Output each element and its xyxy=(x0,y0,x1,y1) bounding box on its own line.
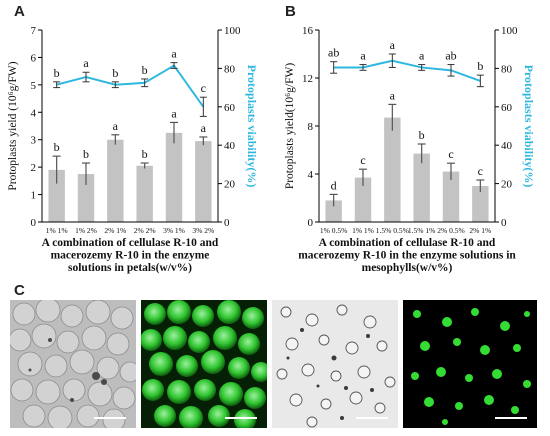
x-axis-label-line: A combination of cellulase R-10 and xyxy=(319,237,496,249)
bar-significance-label: b xyxy=(83,147,89,161)
y2-tick-label: 20 xyxy=(224,179,236,191)
bar-4 xyxy=(442,171,460,222)
bar-significance-label: a xyxy=(390,88,396,102)
bar-0 xyxy=(48,169,65,222)
y2-tick-label: 40 xyxy=(224,140,236,152)
bar-significance-label: b xyxy=(54,140,60,154)
bar-significance-label: a xyxy=(171,106,177,120)
x-axis-label-line: mesophylls(w/v%) xyxy=(362,262,453,274)
line-significance-label: a xyxy=(171,47,177,61)
y2-axis-label: Protoplasts viability(%) xyxy=(245,65,259,188)
x-tick-label: 1.5% 1% xyxy=(408,226,436,235)
micrograph-petal-fluorescence xyxy=(141,300,267,428)
line-significance-label: b xyxy=(142,63,148,77)
y-tick-label: 0 xyxy=(31,217,37,229)
line-significance-label: a xyxy=(390,38,396,52)
x-tick-label: 3% 1% xyxy=(163,226,185,235)
y-tick-label: 4 xyxy=(308,169,314,181)
micrograph-petal-brightfield xyxy=(10,300,136,428)
x-tick-label: 1% 1% xyxy=(352,226,374,235)
bar-5 xyxy=(195,141,212,222)
panel-label-c: C xyxy=(14,282,25,299)
line-significance-label: a xyxy=(360,49,366,63)
bar-significance-label: b xyxy=(419,128,425,142)
x-tick-label: 2% 0.5% xyxy=(437,226,465,235)
x-tick-label: 1.5% 0.5% xyxy=(376,226,409,235)
y-tick-label: 5 xyxy=(31,80,37,92)
bar-significance-label: b xyxy=(142,147,148,161)
x-axis-label-line: solutions in petals(w/v%) xyxy=(68,262,192,274)
y2-tick-label: 0 xyxy=(224,217,230,229)
bar-3 xyxy=(413,153,430,222)
viability-line xyxy=(56,64,205,108)
y-tick-label: 6 xyxy=(31,52,37,64)
y2-tick-label: 60 xyxy=(501,102,513,114)
x-tick-label: 1% 0.5% xyxy=(320,226,348,235)
bar-0 xyxy=(325,200,342,222)
viability-line xyxy=(333,59,481,82)
y2-tick-label: 20 xyxy=(501,179,513,191)
x-axis-label-line: macerozemy R-10 in the enzyme solutions … xyxy=(298,250,516,262)
x-tick-label: 2% 2% xyxy=(134,226,156,235)
y-tick-label: 4 xyxy=(31,107,37,119)
bar-significance-label: c xyxy=(478,164,483,178)
line-significance-label: a xyxy=(83,56,89,70)
line-significance-label: b xyxy=(112,66,118,80)
y-tick-label: 8 xyxy=(308,121,314,133)
x-axis-label-line: macerozemy R-10 in the enzyme xyxy=(51,250,210,262)
x-axis-label: A combination of cellulase R-10 and macer… xyxy=(298,237,516,274)
x-tick-label: 1% 2% xyxy=(75,226,97,235)
panel-label-a: A xyxy=(14,3,25,20)
y2-tick-label: 40 xyxy=(501,140,513,152)
y-tick-label: 16 xyxy=(302,25,314,37)
x-axis-label-line: A combination of cellulase R-10 and xyxy=(42,237,219,249)
y2-tick-label: 60 xyxy=(224,102,236,114)
x-tick-label: 2% 1% xyxy=(104,226,126,235)
y2-tick-label: 0 xyxy=(501,217,507,229)
bar-significance-label: d xyxy=(331,178,337,192)
bar-1 xyxy=(77,174,95,222)
y-tick-label: 0 xyxy=(308,217,314,229)
line-significance-label: b xyxy=(477,59,483,73)
bar-2 xyxy=(384,117,401,222)
bar-1 xyxy=(354,177,372,222)
bar-2 xyxy=(107,139,124,222)
y-axis-label: Protoplasts yield(10⁶g/FW) xyxy=(284,63,296,190)
bar-significance-label: c xyxy=(360,153,365,167)
line-significance-label: c xyxy=(201,81,206,95)
line-significance-label: ab xyxy=(328,46,339,60)
y-tick-label: 12 xyxy=(302,73,313,85)
x-tick-label: 3% 2% xyxy=(192,226,214,235)
y-tick-label: 7 xyxy=(31,25,37,37)
chart-a: b b a b a a b a b b a c 0 1 2 3 4 5 6 7 0 20 40 60 80 100 1% 1% 1% … xyxy=(7,25,259,274)
y-axis-label: Protoplasts yield (10⁶g/FW) xyxy=(7,61,19,190)
y2-tick-label: 80 xyxy=(224,63,236,75)
line-significance-label: b xyxy=(54,66,60,80)
bar-4 xyxy=(165,132,183,222)
y2-axis-label: Protoplasts viability(%) xyxy=(522,65,536,188)
micrograph-mesophyll-fluorescence xyxy=(403,300,537,428)
y-tick-label: 2 xyxy=(31,162,37,174)
y-tick-label: 1 xyxy=(31,190,37,202)
bar-significance-label: a xyxy=(201,121,207,135)
micrograph-mesophyll-brightfield xyxy=(272,300,398,428)
bar-significance-label: a xyxy=(113,119,119,133)
y2-tick-label: 100 xyxy=(501,25,518,37)
x-tick-label: 1% 1% xyxy=(46,226,68,235)
bar-significance-label: c xyxy=(448,147,453,161)
y2-tick-label: 100 xyxy=(224,25,241,37)
x-tick-label: 2% 1% xyxy=(469,226,491,235)
line-significance-label: a xyxy=(419,49,425,63)
y2-tick-label: 80 xyxy=(501,63,513,75)
x-axis-label: A combination of cellulase R-10 and macer… xyxy=(42,237,219,274)
bar-3 xyxy=(136,165,153,222)
bar-5 xyxy=(472,186,489,222)
panel-label-b: B xyxy=(285,3,296,20)
y-tick-label: 3 xyxy=(31,135,37,147)
line-significance-label: ab xyxy=(445,49,456,63)
